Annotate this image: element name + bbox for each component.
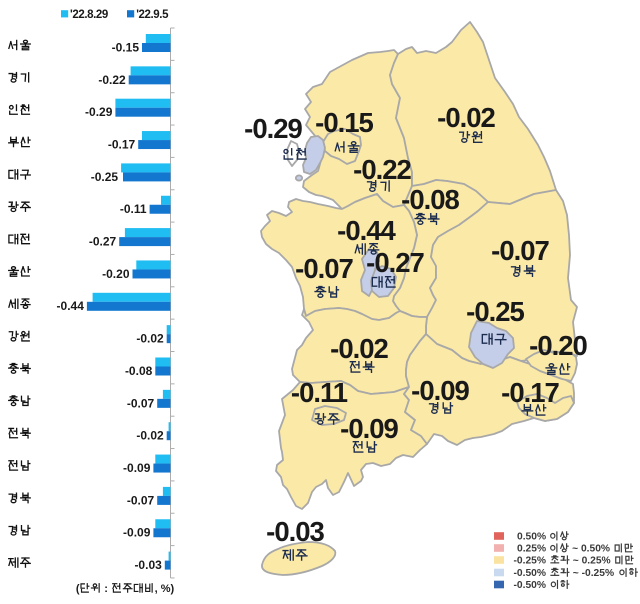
svg-text:-0.09: -0.09 <box>340 413 398 444</box>
svg-text:-0.50%: -0.50% <box>514 580 549 591</box>
svg-text:-0.09: -0.09 <box>123 526 151 540</box>
svg-text:-0.11: -0.11 <box>291 377 348 408</box>
svg-text:-0.08: -0.08 <box>125 364 153 378</box>
svg-text:-0.02: -0.02 <box>136 429 164 443</box>
svg-text:-0.25: -0.25 <box>466 296 524 327</box>
svg-text:-0.25%: -0.25% <box>514 556 549 567</box>
svg-text:-0.02: -0.02 <box>136 332 164 346</box>
svg-text:-0.07: -0.07 <box>491 235 549 266</box>
svg-text:-0.07: -0.07 <box>127 493 155 507</box>
svg-text:-0.08: -0.08 <box>401 184 459 215</box>
svg-text:-0.07: -0.07 <box>295 253 353 284</box>
svg-text:-0.17: -0.17 <box>501 377 559 408</box>
svg-text:-0.09: -0.09 <box>123 461 151 475</box>
svg-text:-0.02: -0.02 <box>330 333 388 364</box>
svg-text:-0.27: -0.27 <box>89 235 117 249</box>
svg-text:-0.15: -0.15 <box>315 107 373 138</box>
svg-text:'22.8.29: '22.8.29 <box>70 9 108 21</box>
svg-text:-0.15: -0.15 <box>112 40 140 54</box>
svg-text:-0.17: -0.17 <box>108 137 136 151</box>
svg-text:0.50%: 0.50% <box>517 532 549 543</box>
svg-text:-0.03: -0.03 <box>266 516 324 547</box>
svg-text:-0.09: -0.09 <box>411 375 469 406</box>
svg-text:-0.03: -0.03 <box>134 558 162 572</box>
svg-text:'22.9.5: '22.9.5 <box>136 9 169 21</box>
svg-text:~ 0.50%: ~ 0.50% <box>569 544 613 555</box>
svg-text:-0.20: -0.20 <box>102 267 130 281</box>
svg-text:-0.07: -0.07 <box>127 396 155 410</box>
svg-text:-0.20: -0.20 <box>529 330 587 361</box>
svg-text:-0.22: -0.22 <box>98 73 126 87</box>
svg-text:-0.11: -0.11 <box>120 202 147 216</box>
svg-text:0.25%: 0.25% <box>517 544 549 555</box>
svg-text:~ -0.25%: ~ -0.25% <box>570 568 617 579</box>
svg-text:-0.22: -0.22 <box>353 154 411 185</box>
svg-text:-0.29: -0.29 <box>244 113 302 144</box>
svg-text:-0.29: -0.29 <box>85 105 113 119</box>
svg-text:-0.50%: -0.50% <box>514 568 549 579</box>
svg-text:(: ( <box>76 583 80 595</box>
svg-text:-0.25: -0.25 <box>91 170 119 184</box>
svg-text:-0.02: -0.02 <box>437 102 495 133</box>
svg-text:-0.44: -0.44 <box>57 299 85 313</box>
svg-text:, %): , %) <box>155 583 175 595</box>
svg-text:-0.44: -0.44 <box>337 215 396 246</box>
svg-text::: : <box>101 583 111 595</box>
svg-text:~ 0.25%: ~ 0.25% <box>570 556 614 567</box>
